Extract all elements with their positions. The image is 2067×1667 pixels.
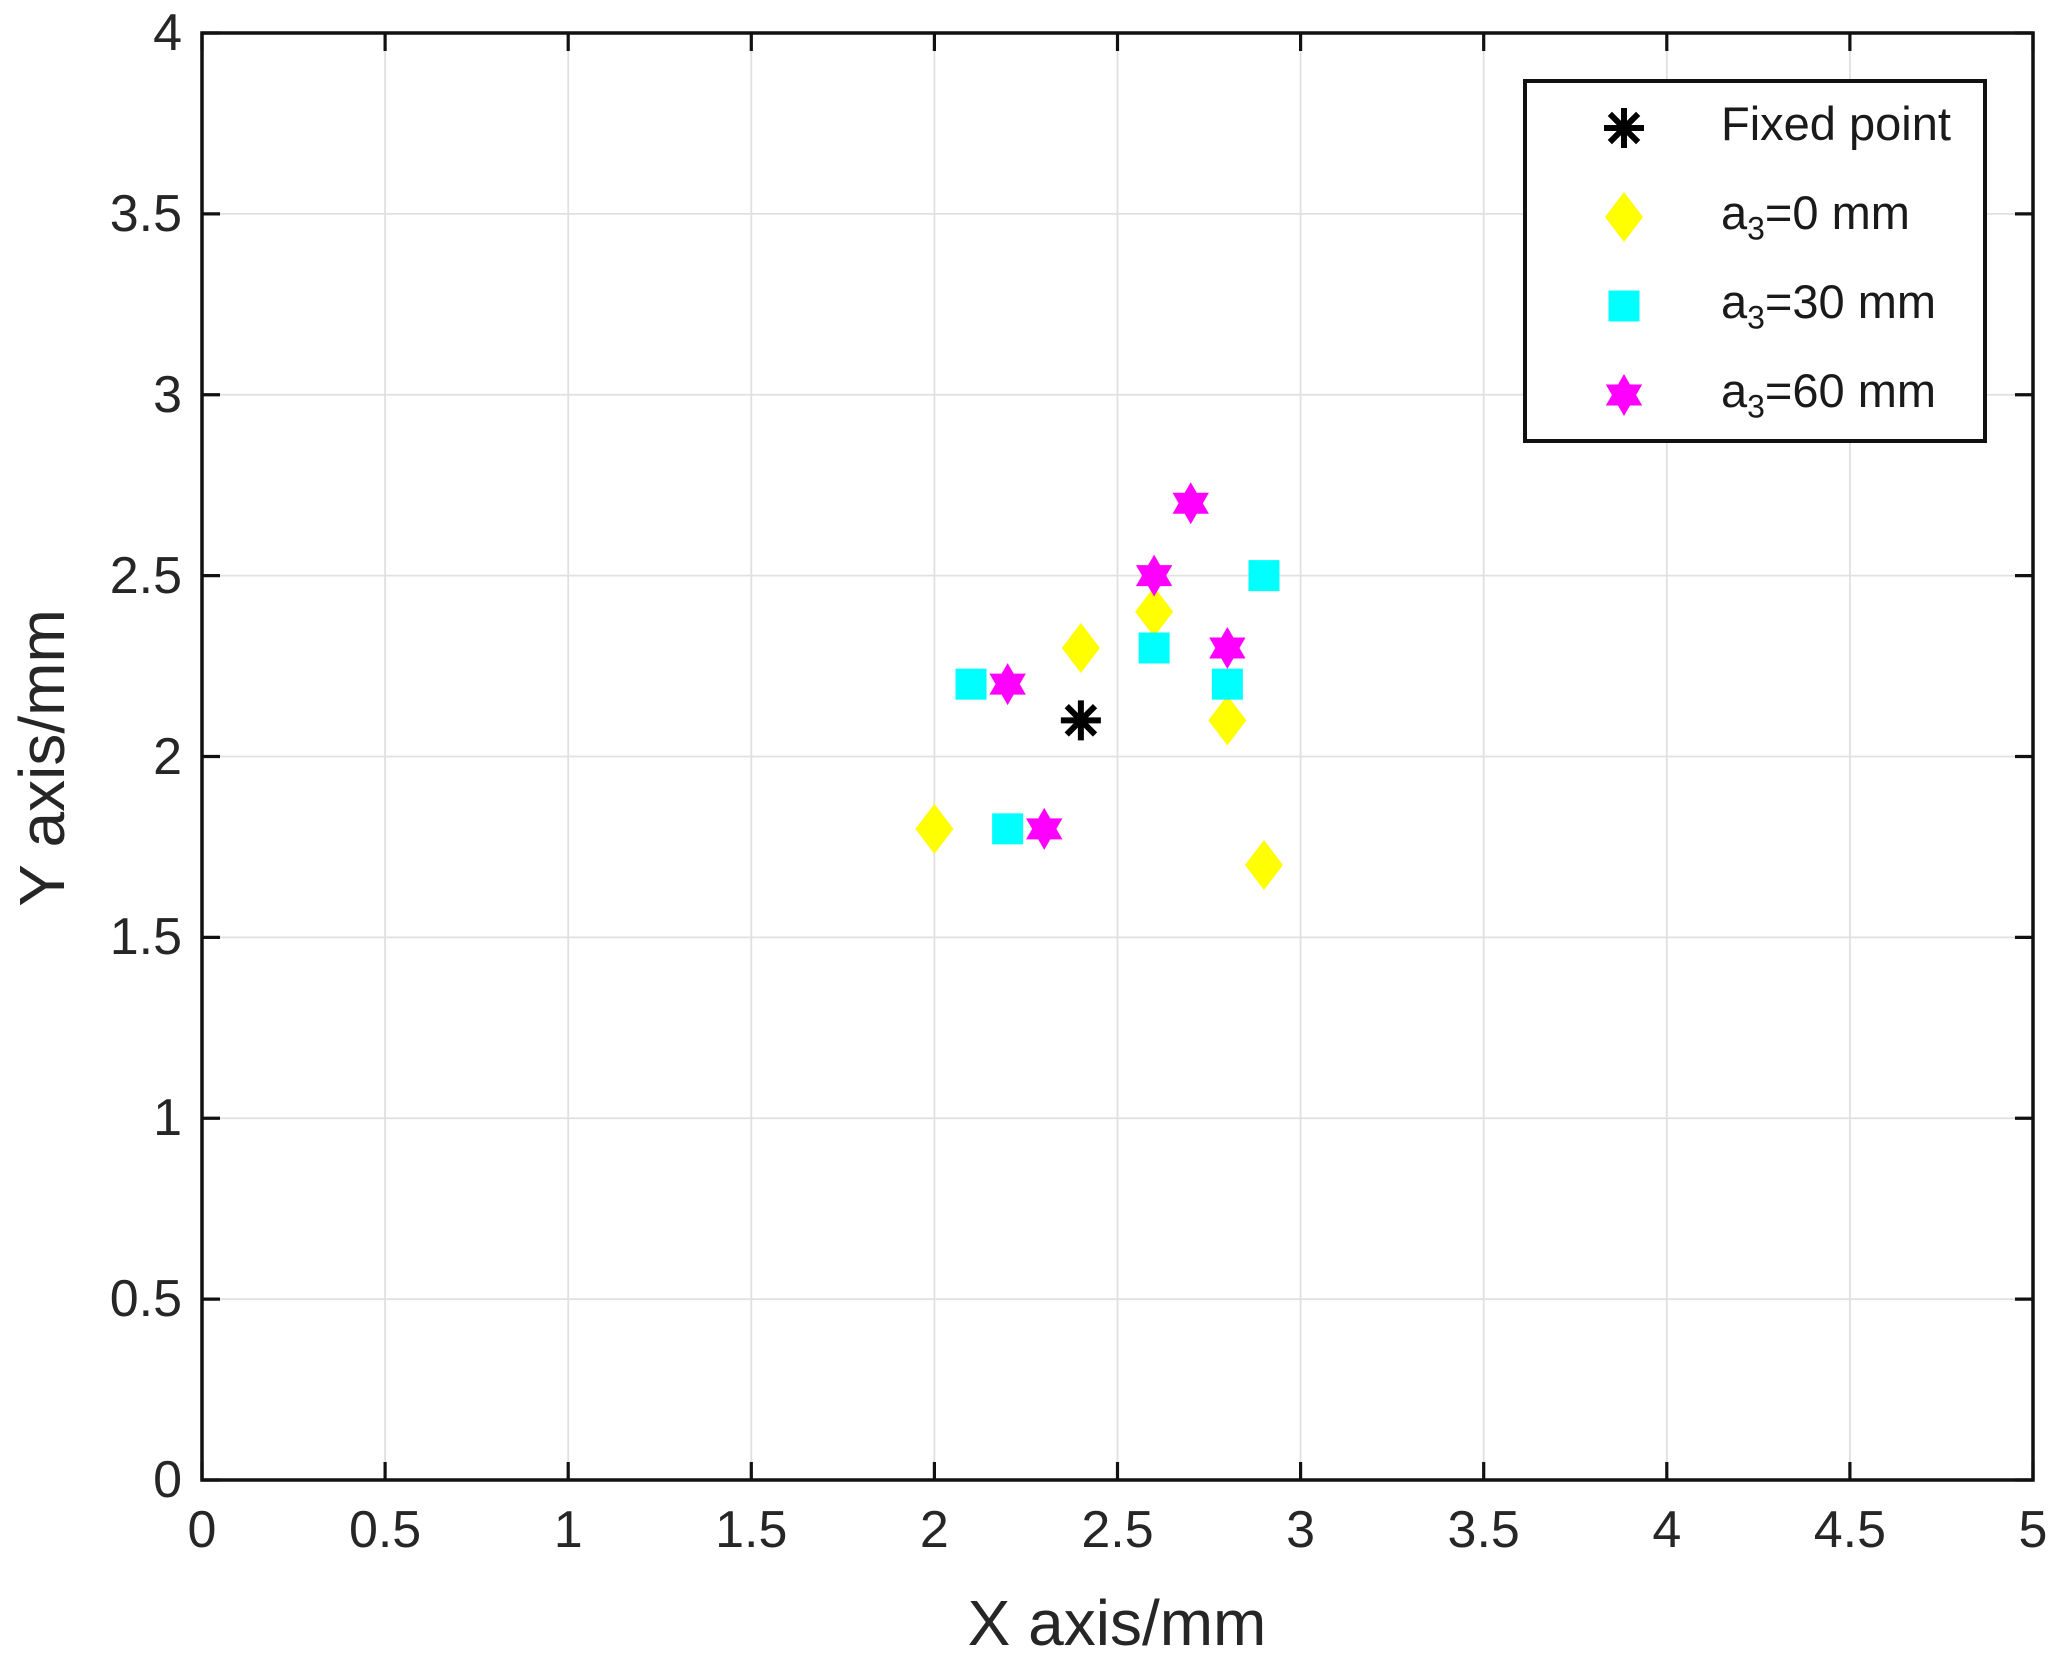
x-tick-label: 5 bbox=[2018, 1501, 2048, 1559]
legend-item-label: a3=60 mm bbox=[1721, 364, 1937, 425]
x-tick-label: 1 bbox=[553, 1501, 583, 1559]
x-axis-label: X axis/mm bbox=[967, 1587, 1267, 1659]
hexagram-marker bbox=[1605, 373, 1643, 416]
x-tick-label: 0 bbox=[187, 1501, 217, 1559]
hexagram-icon bbox=[1527, 365, 1721, 425]
diamond-marker bbox=[1244, 840, 1283, 891]
y-tick-label: 3.5 bbox=[109, 184, 182, 243]
legend-item-label: a3=0 mm bbox=[1721, 186, 1910, 247]
hexagram-marker bbox=[1209, 626, 1246, 669]
x-tick-label: 4.5 bbox=[1813, 1501, 1887, 1559]
hexagram-marker bbox=[989, 663, 1026, 706]
hexagram-marker bbox=[1172, 482, 1209, 525]
legend-item-label: a3=30 mm bbox=[1721, 275, 1937, 336]
hexagram-marker bbox=[1135, 554, 1173, 597]
x-tick-label: 3 bbox=[1286, 1501, 1316, 1559]
square-marker bbox=[1248, 560, 1280, 592]
square-marker bbox=[1211, 668, 1243, 700]
diamond-icon bbox=[1527, 187, 1721, 247]
legend-row-a3-0mm: a3=0 mm bbox=[1527, 173, 1983, 261]
asterisk-icon bbox=[1527, 98, 1721, 158]
legend-row-a3-30mm: a3=30 mm bbox=[1527, 262, 1983, 350]
y-tick-label: 2 bbox=[153, 727, 182, 786]
hexagram-marker bbox=[1026, 807, 1063, 850]
legend-row-fixed-point: Fixed point bbox=[1527, 84, 1983, 172]
x-tick-label: 4 bbox=[1652, 1501, 1682, 1559]
y-tick-label: 2.5 bbox=[109, 546, 182, 605]
x-tick-label: 3.5 bbox=[1447, 1501, 1520, 1559]
square-marker bbox=[1608, 290, 1640, 321]
square-marker bbox=[1138, 632, 1170, 664]
x-tick-label: 1.5 bbox=[715, 1501, 788, 1559]
diamond-marker bbox=[1208, 695, 1247, 746]
legend: Fixed point a3=0 mm a3=30 mm a3=60 mm bbox=[1523, 79, 1987, 443]
diamond-marker bbox=[1061, 622, 1100, 673]
plot-box bbox=[200, 31, 2035, 1482]
legend-item-label: Fixed point bbox=[1721, 97, 1951, 151]
x-tick-label: 0.5 bbox=[348, 1501, 422, 1559]
y-axis-label: Y axis/mm bbox=[6, 609, 78, 907]
square-icon bbox=[1527, 276, 1721, 336]
square-marker bbox=[992, 813, 1024, 845]
x-tick-label: 2 bbox=[919, 1501, 949, 1559]
y-tick-label: 4 bbox=[153, 4, 182, 62]
asterisk-marker bbox=[1604, 107, 1644, 148]
diamond-marker bbox=[915, 803, 954, 854]
y-tick-label: 0.5 bbox=[109, 1270, 182, 1329]
diamond-marker bbox=[1605, 191, 1643, 242]
diamond-marker bbox=[1135, 586, 1174, 637]
legend-row-a3-60mm: a3=60 mm bbox=[1527, 351, 1983, 439]
y-tick-label: 1 bbox=[153, 1089, 182, 1148]
x-tick-label: 2.5 bbox=[1081, 1501, 1154, 1559]
asterisk-marker bbox=[1060, 700, 1101, 741]
y-tick-label: 0 bbox=[153, 1451, 182, 1509]
square-marker bbox=[955, 668, 987, 700]
y-tick-label: 3 bbox=[153, 365, 182, 424]
y-tick-label: 1.5 bbox=[109, 908, 182, 967]
